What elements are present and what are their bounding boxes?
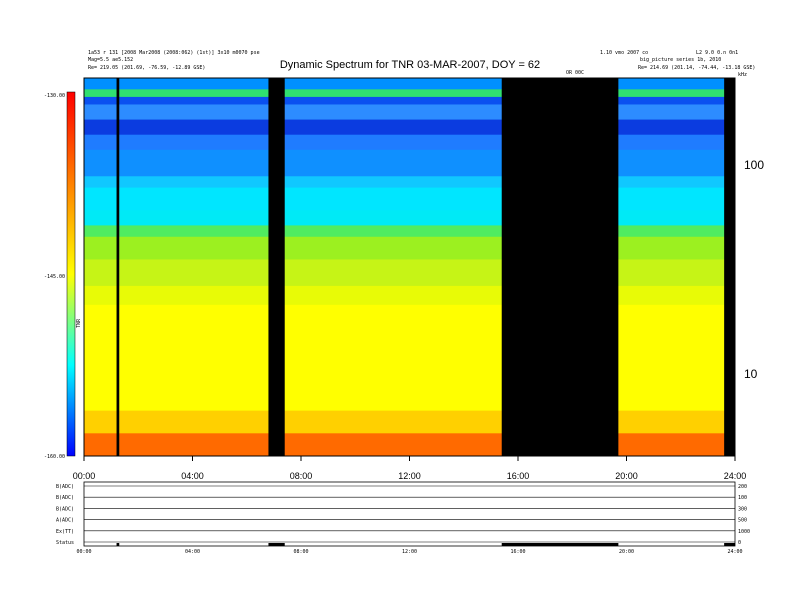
lower-x-tick-label: 12:00: [402, 549, 417, 555]
lower-frame: [83, 481, 736, 547]
spectrum-band-1: [84, 89, 735, 98]
spectrum-band-6: [84, 149, 735, 177]
lower-x-tick-label: 08:00: [293, 549, 308, 555]
x-tick-label: 08:00: [290, 471, 313, 481]
header-right-line-3: Re= 214.69 (201.14, -74.44, -13.18 GSE): [638, 65, 755, 71]
header-right-line-1: 1.10 vmo 2007 co: [600, 50, 648, 56]
colorbar-strip: [66, 91, 76, 457]
lower-x-tick-label: 20:00: [619, 549, 634, 555]
data-gaps: [116, 78, 735, 456]
colorbar-tick-bottom: -160.00: [44, 454, 65, 460]
x-tick-label: 16:00: [507, 471, 530, 481]
header-left-line-3: Re= 219.05 (201.69, -76.59, -12.89 GSE): [88, 65, 205, 71]
lower-right-scale: 1000: [738, 529, 750, 535]
spectrum-band-8: [84, 187, 735, 211]
header-right-line-2: big_picture series 1b, 2010: [640, 57, 721, 63]
header-left-line-2: Mag=5.5 ae5.152: [88, 57, 133, 63]
spectrogram-plot: [84, 78, 735, 457]
x-axis: 00:00 04:00 08:00 12:00 16:00 20:00 24:00: [73, 456, 747, 481]
lower-x-tick-label: 00:00: [76, 549, 91, 555]
y-axis-unit: kHz: [738, 72, 747, 78]
lower-panel-label: Status: [56, 540, 74, 546]
header-left-line-1: 1a53 r 131 [2008 Mar2008 (2008:062) (1st…: [88, 50, 260, 56]
spectrum-band-13: [84, 285, 735, 306]
lower-gap-marker: [501, 543, 619, 546]
data-gap-1: [268, 78, 285, 456]
lower-gap-marker: [116, 543, 120, 546]
colorbar-tick-mid: -145.00: [44, 274, 65, 280]
y-tick-label-100: 100: [744, 158, 764, 172]
chart-title: Dynamic Spectrum for TNR 03-MAR-2007, DO…: [280, 59, 540, 71]
x-tick-label: 24:00: [724, 471, 747, 481]
lower-panel-label: Ex(TT): [56, 529, 74, 535]
lower-panel-label: B(ADC): [56, 506, 74, 512]
lower-x-tick-label: 04:00: [185, 549, 200, 555]
spectrum-band-5: [84, 134, 735, 151]
x-tick-label: 04:00: [181, 471, 204, 481]
spectrum-band-10: [84, 225, 735, 238]
colorbar-tick-top: -130.00: [44, 93, 65, 99]
lower-gap-marker: [724, 543, 735, 546]
lower-right-scale: 500: [738, 518, 747, 524]
spectrum-band-16: [84, 433, 735, 457]
header-far-right: L2 9.0 0.n 0n1: [696, 50, 738, 56]
lower-x-tick-label: 24:00: [727, 549, 742, 555]
sub-label: OR 00C: [566, 70, 584, 76]
spectrum-band-11: [84, 236, 735, 260]
lower-panel-label: A(ADC): [56, 518, 74, 524]
lower-panel-label: B(ADC): [56, 495, 74, 501]
colorbar-label: TNR: [76, 318, 82, 328]
data-gap-2: [501, 78, 619, 456]
spectrum-band-12: [84, 259, 735, 287]
colorbar: -130.00 -145.00 -160.00 TNR: [44, 91, 82, 460]
lower-right-scale: 200: [738, 484, 747, 490]
spectrum-band-9: [84, 210, 735, 226]
lower-right-scale: 0: [738, 540, 741, 546]
spectrum-band-4: [84, 119, 735, 136]
spectrum-band-14: [84, 304, 735, 412]
y-axis-right: kHz 100 10: [728, 72, 764, 381]
spectrum-band-0: [84, 78, 735, 90]
x-tick-label: 00:00: [73, 471, 96, 481]
header: 1a53 r 131 [2008 Mar2008 (2008:062) (1st…: [88, 50, 755, 76]
lower-right-scale: 100: [738, 495, 747, 501]
lower-gap-marker: [268, 543, 285, 546]
lower-panel-label: B(ADC): [56, 484, 74, 490]
lower-right-scale: 300: [738, 506, 747, 512]
lower-x-tick-label: 16:00: [510, 549, 525, 555]
y-tick-label-10: 10: [744, 367, 758, 381]
spectrum-band-2: [84, 96, 735, 105]
lower-panels: B(ADC) 200 B(ADC) 100 B(ADC) 300 A(ADC) 500 Ex(T…: [56, 481, 750, 555]
spectrum-band-15: [84, 410, 735, 434]
spectrum-band-7: [84, 176, 735, 189]
data-gap-3: [724, 78, 735, 456]
data-gap-0: [116, 78, 120, 456]
x-tick-label: 12:00: [398, 471, 421, 481]
spectrum-band-3: [84, 104, 735, 121]
x-tick-label: 20:00: [615, 471, 638, 481]
